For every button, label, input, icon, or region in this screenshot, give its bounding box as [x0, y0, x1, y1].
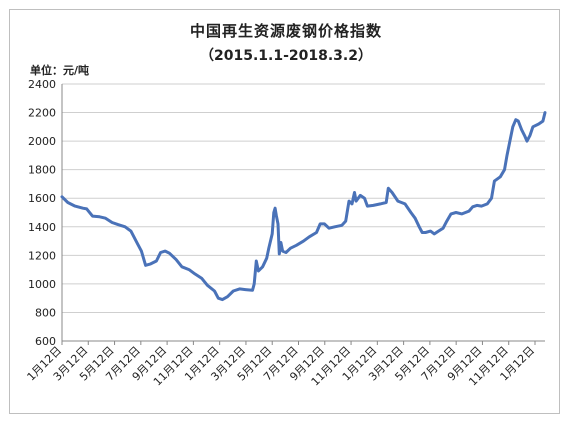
y-axis-unit-label: 单位：元/吨	[30, 64, 90, 77]
y-tick-label: 1200	[28, 249, 56, 262]
y-tick-label: 2400	[28, 78, 56, 91]
y-tick-label: 1400	[28, 221, 56, 234]
chart-title: 中国再生资源废钢价格指数	[189, 22, 382, 40]
y-tick-label: 2200	[28, 107, 56, 120]
y-tick-label: 1000	[28, 278, 56, 291]
chart-subtitle: （2015.1.1-2018.3.2）	[200, 48, 372, 64]
y-tick-label: 2000	[28, 135, 56, 148]
y-axis-ticks: 600 800 1000 1200 1400 1600 1800 2000 2200 2400	[28, 78, 56, 348]
series-layer	[60, 111, 547, 302]
y-tick-label: 800	[35, 306, 56, 319]
y-tick-label: 1600	[28, 192, 56, 205]
y-tick-label: 600	[35, 335, 56, 348]
series-line	[60, 111, 547, 302]
x-axis-ticks: 1月12日3月12日5月12日7月12日9月12日11月12日1月12日3月12…	[25, 341, 537, 388]
y-tick-label: 1800	[28, 164, 56, 177]
gridlines	[61, 83, 545, 342]
